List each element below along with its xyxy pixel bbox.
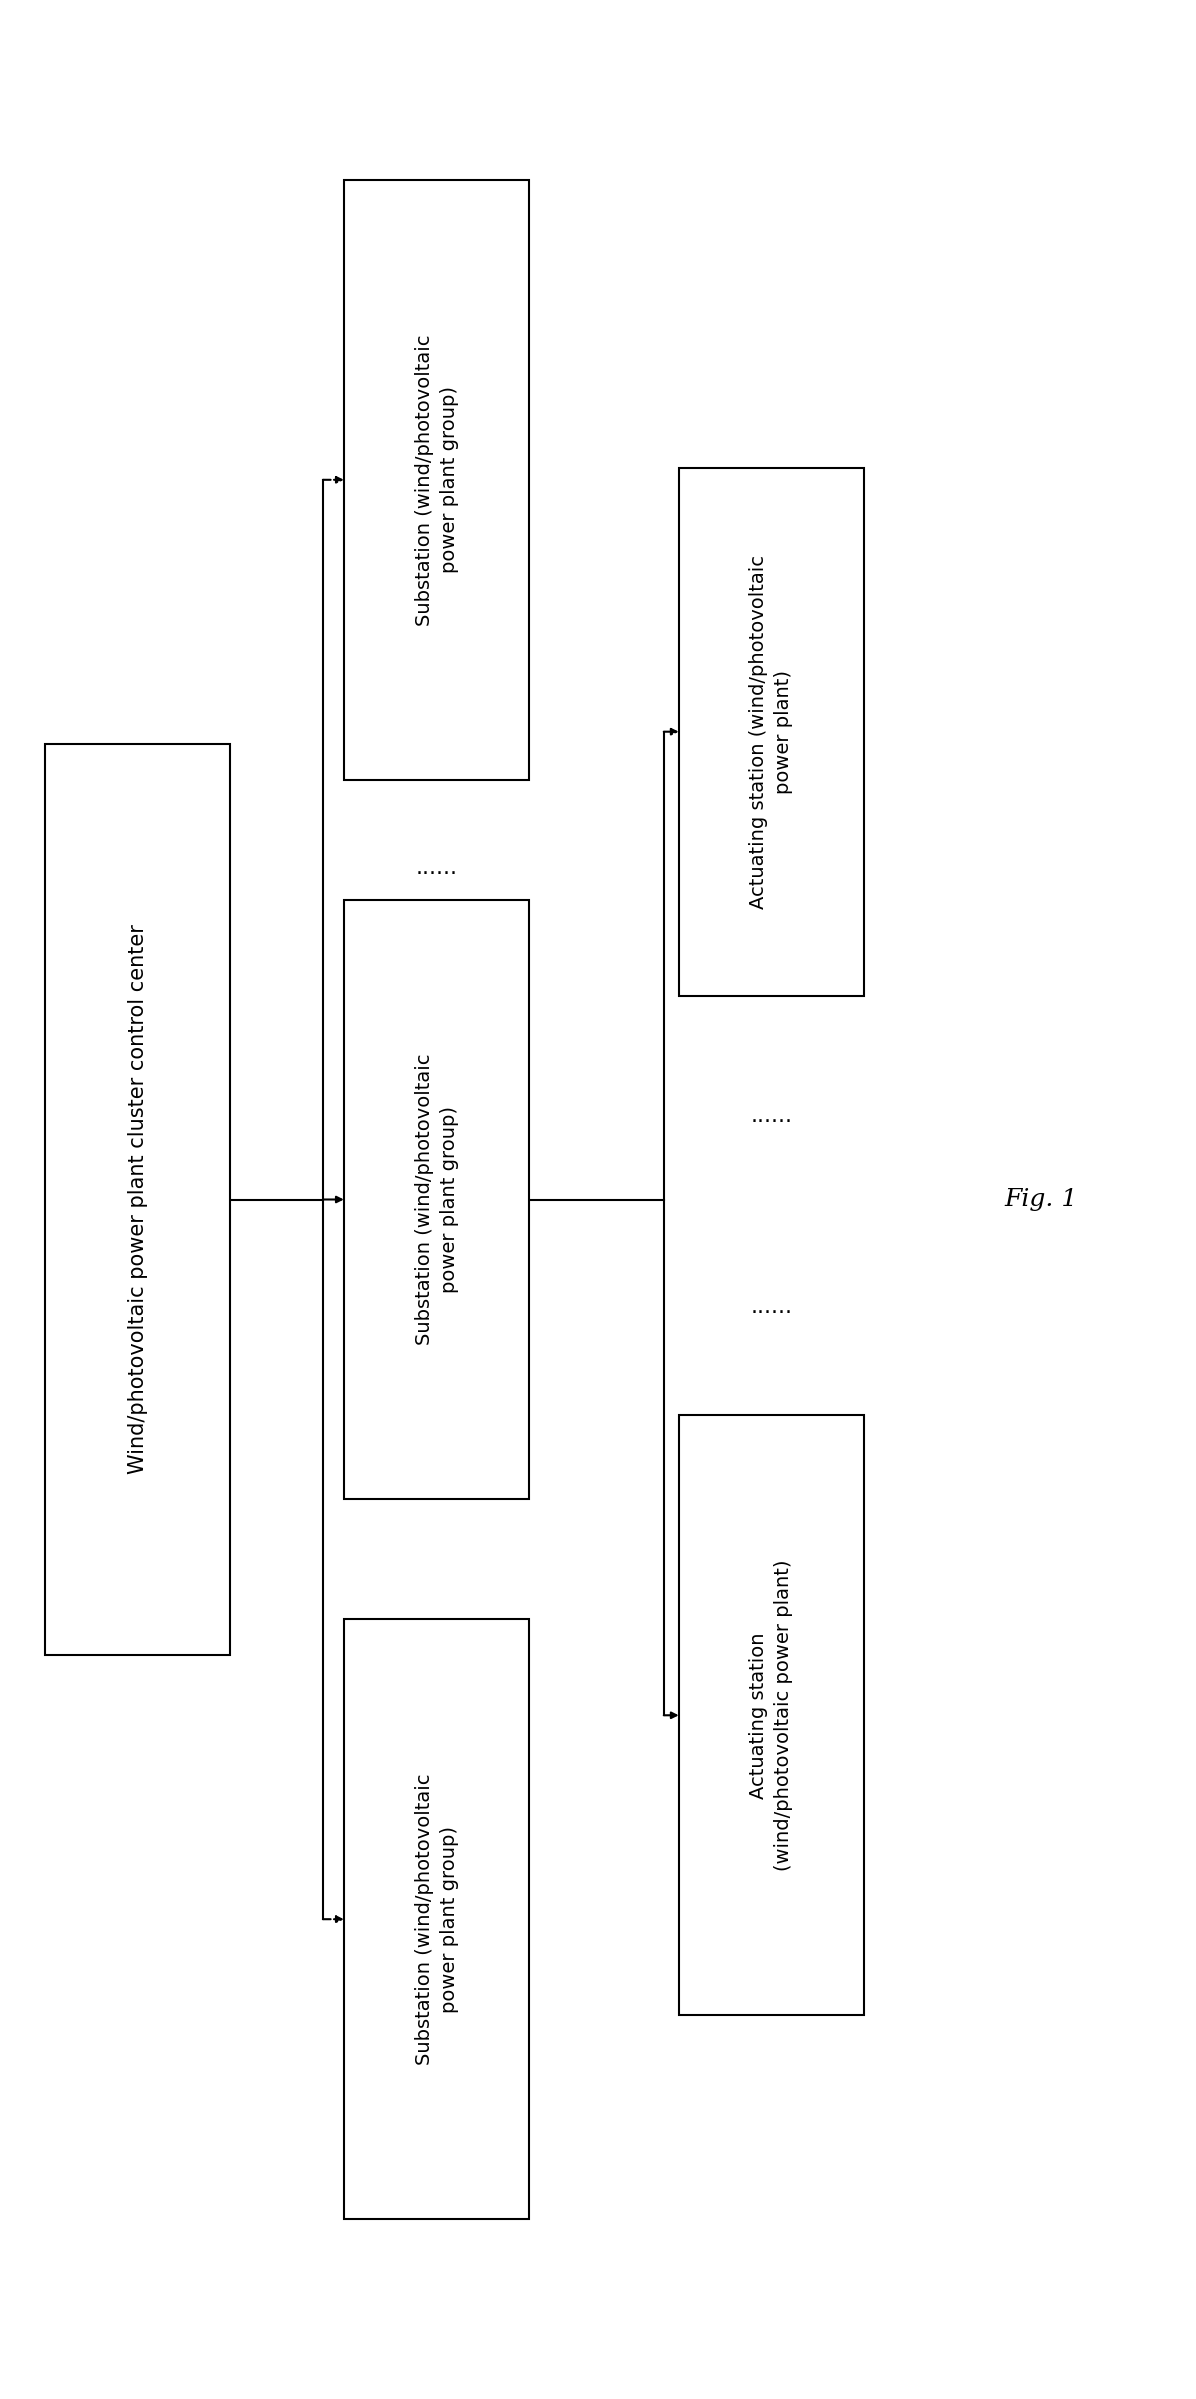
Text: Actuating station (wind/photovoltaic
power plant): Actuating station (wind/photovoltaic pow…: [750, 554, 793, 909]
Text: Substation (wind/photovoltaic
power plant group): Substation (wind/photovoltaic power plan…: [415, 1053, 458, 1346]
Text: Substation (wind/photovoltaic
power plant group): Substation (wind/photovoltaic power plan…: [415, 333, 458, 626]
Bar: [679, 1415, 864, 2015]
Text: Wind/photovoltaic power plant cluster control center: Wind/photovoltaic power plant cluster co…: [128, 924, 147, 1475]
Bar: [344, 900, 529, 1499]
Bar: [679, 468, 864, 996]
Bar: [45, 744, 230, 1655]
Text: ......: ......: [750, 1298, 793, 1317]
Text: ......: ......: [750, 1106, 793, 1125]
Text: Actuating station
(wind/photovoltaic power plant): Actuating station (wind/photovoltaic pow…: [750, 1559, 793, 1871]
Bar: [344, 1619, 529, 2219]
Text: Fig. 1: Fig. 1: [1003, 1188, 1078, 1211]
Text: Substation (wind/photovoltaic
power plant group): Substation (wind/photovoltaic power plan…: [415, 1773, 458, 2066]
Bar: [344, 180, 529, 780]
Text: ......: ......: [415, 859, 458, 878]
